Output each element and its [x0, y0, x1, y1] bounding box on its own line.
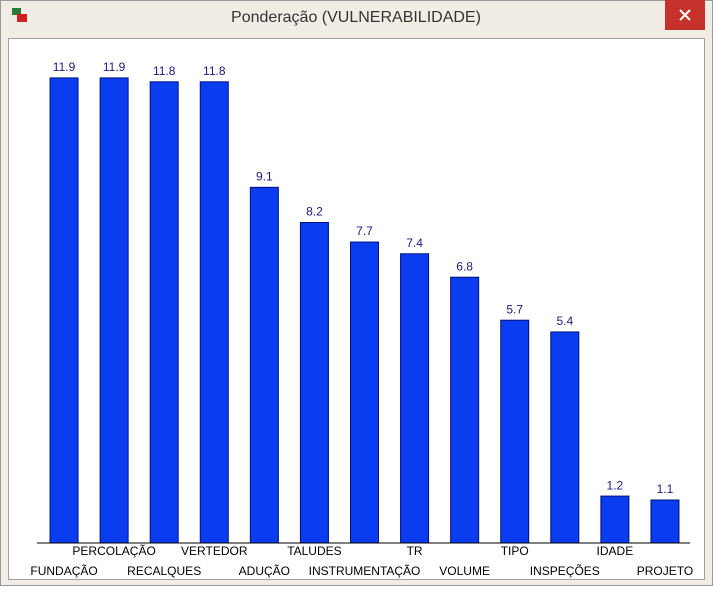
x-tick-label: PERCOLAÇÃO [72, 544, 155, 558]
bar [299, 222, 329, 544]
value-label: 9.1 [256, 170, 273, 184]
bar [550, 331, 580, 544]
x-tick-label: RECALQUES [127, 564, 201, 578]
value-label: 11.8 [203, 64, 226, 78]
value-label: 5.7 [506, 302, 523, 316]
bar [600, 495, 630, 544]
value-label: 11.9 [103, 60, 126, 74]
bar [450, 276, 480, 544]
value-label: 6.8 [456, 259, 473, 273]
x-tick-label: VOLUME [439, 564, 490, 578]
x-tick-label: PROJETO [637, 564, 693, 578]
bar [99, 77, 129, 544]
bar [650, 499, 680, 544]
value-label: 8.2 [306, 205, 323, 219]
x-tick-label: ADUÇÃO [239, 564, 290, 578]
close-icon [679, 9, 691, 21]
bar [350, 241, 379, 544]
x-tick-label: VERTEDOR [181, 544, 248, 558]
bar [500, 319, 530, 544]
value-label: 11.9 [53, 60, 76, 74]
value-label: 1.1 [657, 482, 674, 496]
x-tick-label: TIPO [501, 544, 529, 558]
window-title: Ponderação (VULNERABILIDADE) [231, 9, 481, 26]
value-label: 1.2 [607, 478, 624, 492]
bar [199, 81, 229, 544]
bar [400, 253, 430, 544]
value-label: 7.7 [356, 224, 373, 238]
bar [249, 186, 279, 544]
value-label: 5.4 [556, 314, 573, 328]
x-tick-label: FUNDAÇÃO [30, 564, 97, 578]
x-tick-label: TR [407, 544, 423, 558]
app-icon [12, 8, 27, 22]
x-tick-label: INSTRUMENTAÇÃO [309, 564, 421, 578]
x-tick-label: TALUDES [287, 544, 341, 558]
x-tick-label: IDADE [597, 544, 634, 558]
x-tick-label: INSPEÇÕES [530, 563, 600, 578]
bar [149, 81, 179, 544]
bar [49, 77, 79, 544]
value-label: 11.8 [153, 64, 176, 78]
value-label: 7.4 [406, 236, 423, 250]
